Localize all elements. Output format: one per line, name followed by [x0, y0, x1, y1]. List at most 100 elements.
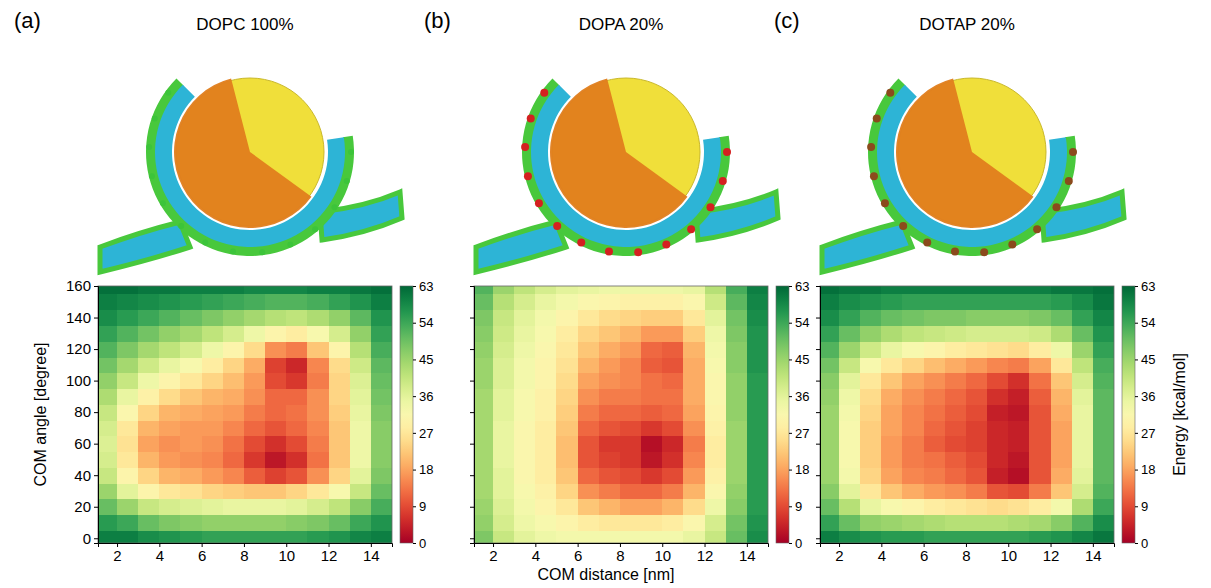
- heatmap-cell: [705, 530, 727, 543]
- heatmap-cell: [1029, 436, 1051, 452]
- heatmap-cell: [860, 373, 882, 389]
- panel-letter: (a): [14, 8, 41, 33]
- heatmap-cell: [924, 515, 946, 531]
- heatmap-cell: [1093, 404, 1114, 420]
- heatmap-cell: [474, 499, 494, 515]
- x-tick: 10: [1000, 543, 1017, 564]
- heatmap-cell: [286, 341, 308, 357]
- heatmap-cell: [820, 436, 840, 452]
- heatmap-cell: [641, 373, 663, 389]
- heatmap-cell: [683, 436, 705, 452]
- y-tick-label: 0: [83, 530, 91, 547]
- heatmap-cell: [902, 325, 924, 341]
- heatmap-cell: [881, 341, 903, 357]
- lipid-head: [1065, 177, 1073, 185]
- heatmap-cell: [620, 483, 642, 499]
- x-tick: 8: [240, 543, 248, 564]
- heatmap-cell: [641, 436, 663, 452]
- heatmap-cell: [641, 341, 663, 357]
- heatmap-cell: [1008, 388, 1030, 404]
- y-tick-label: 20: [74, 498, 91, 515]
- heatmap-cell: [1051, 357, 1073, 373]
- heatmap-cell: [535, 420, 557, 436]
- heatmap-cell: [244, 499, 266, 515]
- x-tick-label: 6: [920, 547, 928, 564]
- heatmap-cell: [860, 294, 882, 310]
- heatmap-cell: [726, 515, 748, 531]
- heatmap-cell: [599, 515, 621, 531]
- heatmap-cell: [474, 436, 494, 452]
- heatmap-cell: [1072, 404, 1094, 420]
- heatmap-cell: [138, 310, 160, 326]
- colorbar-axis-line: [790, 287, 793, 544]
- y-tick: [816, 475, 820, 476]
- colorbar-tick-label: 63: [795, 279, 809, 294]
- heatmap-cell: [265, 286, 287, 294]
- heatmap-cell: [265, 388, 287, 404]
- x-tick: 4: [878, 543, 886, 564]
- lipid-head: [980, 248, 988, 256]
- colorbar-tick: 36: [789, 389, 809, 404]
- heatmap-cell: [371, 325, 392, 341]
- colorbar-tick-label: 54: [795, 315, 809, 330]
- heatmap-cell: [683, 515, 705, 531]
- heatmap-cell: [159, 357, 181, 373]
- y-tick: 100: [66, 372, 98, 389]
- heatmap-cell: [662, 357, 684, 373]
- heatmap-cell: [599, 341, 621, 357]
- heatmap-cell: [244, 325, 266, 341]
- heatmap-cell: [180, 404, 202, 420]
- heatmap-cell: [329, 325, 351, 341]
- heatmap-cell: [117, 341, 139, 357]
- heatmap-cell: [820, 341, 840, 357]
- heatmap-cell: [138, 467, 160, 483]
- heatmap-cell: [180, 436, 202, 452]
- lipid-head: [723, 148, 731, 156]
- heatmap-cell: [371, 420, 392, 436]
- heatmap-cell: [726, 483, 748, 499]
- heatmap-cell: [662, 515, 684, 531]
- heatmap-cell: [371, 373, 392, 389]
- heatmap-cell: [202, 420, 224, 436]
- heatmap-cell: [662, 404, 684, 420]
- y-tick: 40: [74, 467, 98, 484]
- lipid-head: [867, 143, 875, 151]
- heatmap-cell: [945, 404, 967, 420]
- y-tick: [470, 507, 474, 508]
- heatmap-cell: [493, 310, 515, 326]
- colorbar-axis-line: [414, 287, 417, 544]
- heatmap-cell: [244, 373, 266, 389]
- heatmap-cell: [1029, 499, 1051, 515]
- heatmap-cell: [966, 341, 988, 357]
- heatmap-cell: [820, 373, 840, 389]
- y-axis-line: [94, 287, 99, 544]
- heatmap-cell: [307, 286, 329, 294]
- heatmap-cell: [350, 294, 372, 310]
- heatmap-cell: [641, 499, 663, 515]
- heatmap-cell: [747, 420, 768, 436]
- heatmap-cell: [987, 294, 1009, 310]
- x-axis-title: COM distance [nm]: [538, 566, 675, 583]
- heatmap-cell: [307, 530, 329, 543]
- heatmap-cell: [1029, 452, 1051, 468]
- heatmap-cell: [620, 388, 642, 404]
- heatmap-cell: [641, 452, 663, 468]
- heatmap-cell: [98, 388, 118, 404]
- heatmap-cell: [578, 310, 600, 326]
- heatmap-cell: [138, 341, 160, 357]
- y-tick: [816, 349, 820, 350]
- colorbar-axis: 09182736455463: [1135, 279, 1155, 551]
- colorbar-tick: 45: [413, 352, 433, 367]
- colorbar-tick: 18: [789, 462, 809, 477]
- heatmap-cell: [1072, 515, 1094, 531]
- heatmap-cell: [1072, 357, 1094, 373]
- lipid-head: [873, 114, 881, 122]
- heatmap-cell: [1093, 310, 1114, 326]
- heatmap-cell: [705, 341, 727, 357]
- heatmap-cell: [966, 515, 988, 531]
- heatmap-cell: [987, 483, 1009, 499]
- heatmap-cell: [474, 515, 494, 531]
- heatmap-cell: [945, 310, 967, 326]
- heatmap-cell: [350, 310, 372, 326]
- heatmap-cell: [1008, 325, 1030, 341]
